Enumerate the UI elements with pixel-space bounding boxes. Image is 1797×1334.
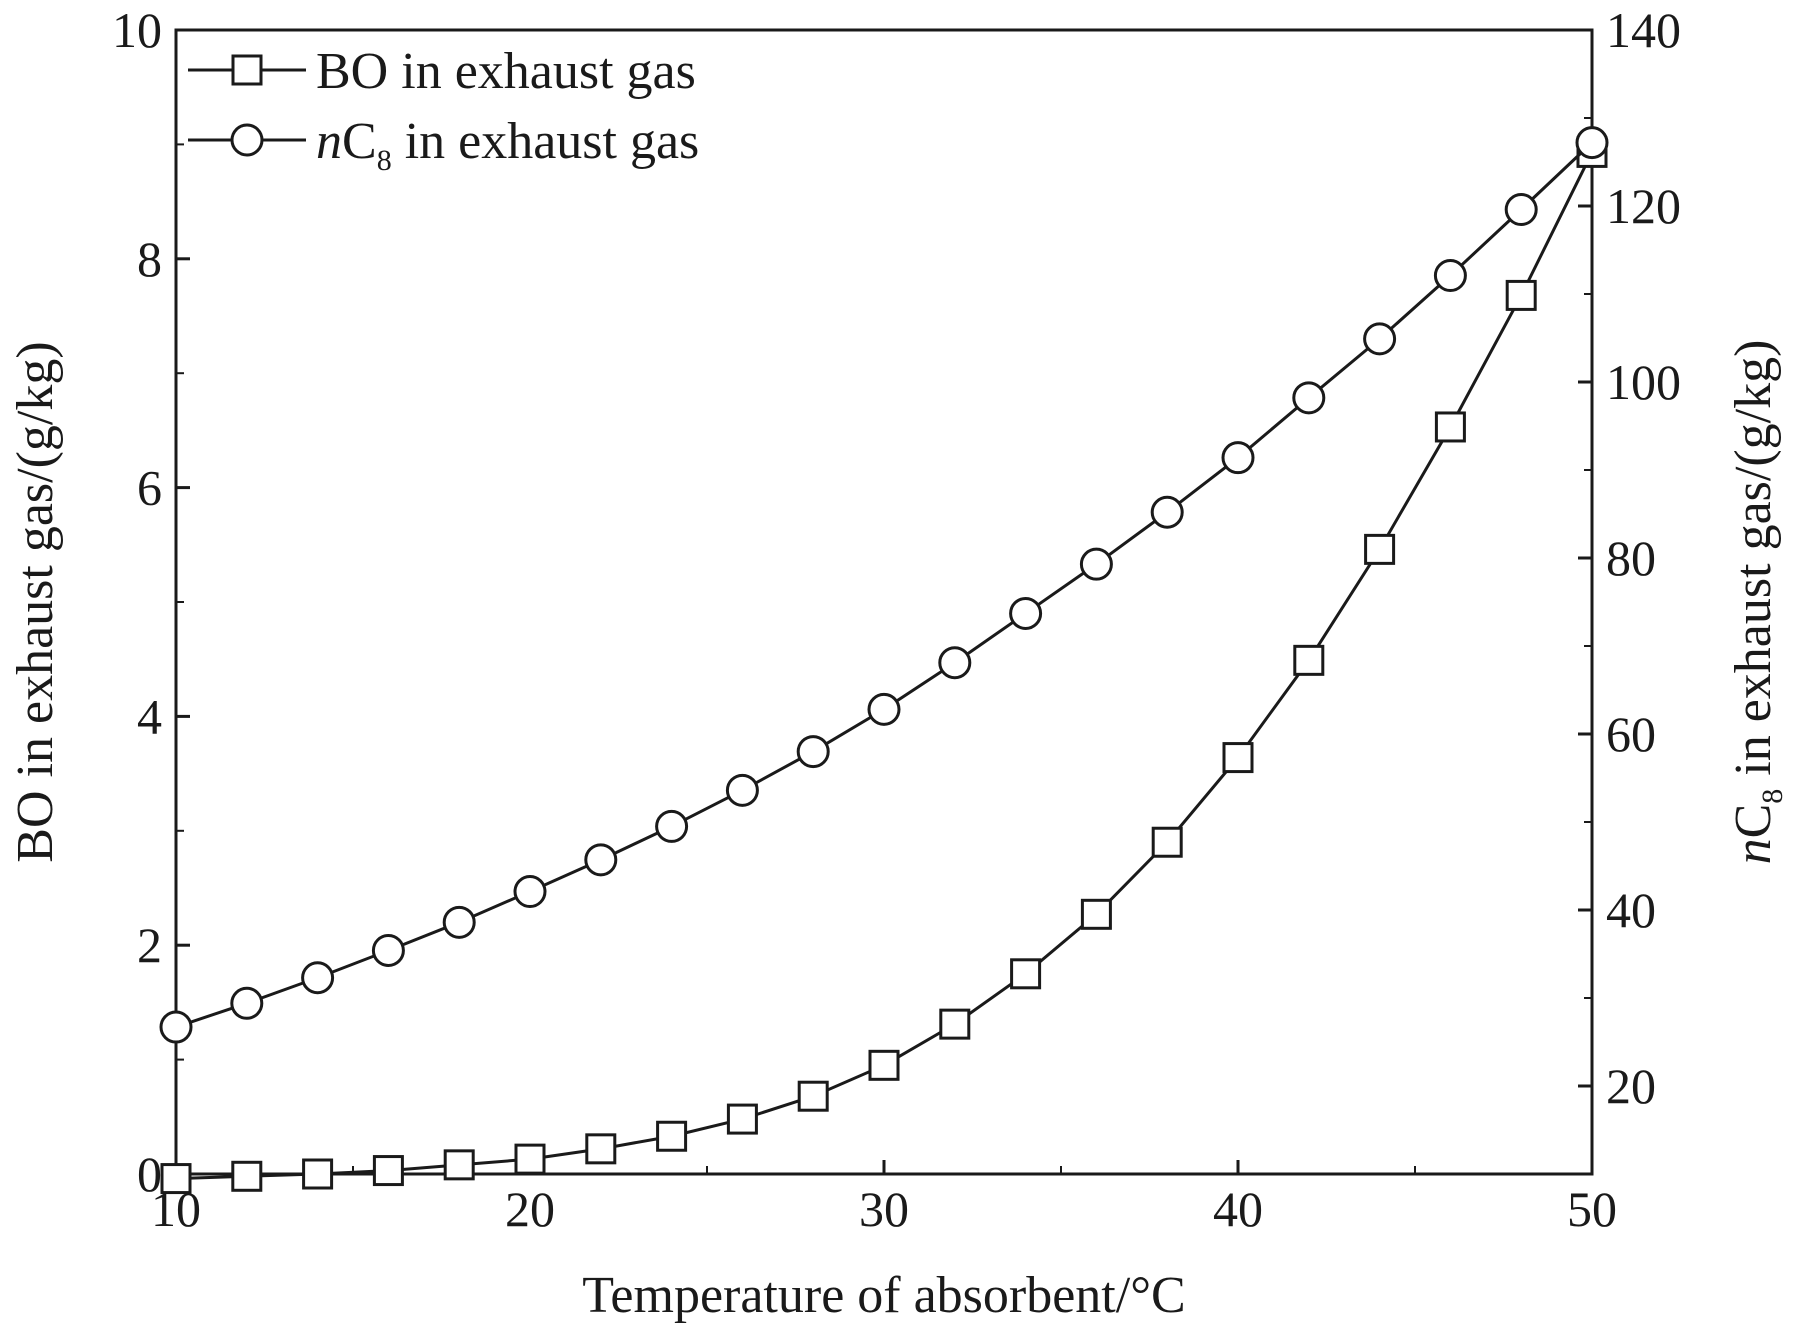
data-point-circle [796, 735, 830, 769]
data-point-circle [938, 646, 972, 680]
x-axis-label: Temperature of absorbent/°C [582, 1267, 1185, 1324]
y-left-tick-label: 4 [137, 688, 162, 744]
data-point-square [585, 1133, 617, 1165]
legend-label-main: BO [316, 43, 388, 100]
data-point-square [797, 1080, 829, 1112]
legend-label-subscript: 8 [377, 144, 392, 177]
x-tick-label: 50 [1567, 1181, 1617, 1237]
y-left-label-rest: in exhaust gas/(g/kg) [7, 341, 64, 790]
data-point-circle [301, 961, 335, 995]
data-point-square [160, 1163, 192, 1195]
data-point-circle [1433, 259, 1467, 293]
data-point-circle [159, 1010, 193, 1044]
y-right-label-italic: n [1725, 838, 1782, 864]
data-point-circle [584, 843, 618, 877]
y-left-label-main: BO [7, 790, 64, 862]
data-point-circle [1363, 322, 1397, 356]
axes: 10 20 30 40 50024681020406080100120140Temper… [7, 2, 1789, 1324]
data-point-square [1151, 826, 1183, 858]
data-point-circle [513, 875, 547, 909]
legend-label-main: C [342, 113, 377, 170]
series-line [175, 141, 1594, 1029]
y-right-tick-label: 140 [1606, 2, 1681, 58]
data-point-circle [867, 692, 901, 726]
data-point-circle [1009, 596, 1043, 630]
data-point-circle [371, 933, 405, 967]
series-bo [160, 136, 1608, 1195]
series-line [175, 151, 1594, 1181]
data-point-circle [1504, 193, 1538, 227]
data-point-square [868, 1049, 900, 1081]
data-point-square [231, 1160, 263, 1192]
y-right-tick-label: 120 [1606, 178, 1681, 234]
data-point-circle [1575, 126, 1609, 160]
y-left-tick-label: 0 [137, 1146, 162, 1202]
data-point-circle [1221, 441, 1255, 475]
data-point-square [1010, 958, 1042, 990]
data-point-square [1293, 644, 1325, 676]
plot-frame [174, 28, 1594, 1176]
y-right-tick-label: 60 [1606, 706, 1656, 762]
y-right-label-subscript: 8 [1756, 789, 1789, 804]
data-point-square [372, 1155, 404, 1187]
y-right-axis-label: nC8 in exhaust gas/(g/kg) [1725, 340, 1789, 865]
y-right-label-rest: in exhaust gas/(g/kg) [1725, 340, 1782, 789]
y-right-tick-label: 100 [1606, 354, 1681, 410]
data-point-square [514, 1143, 546, 1175]
data-point-circle [1079, 547, 1113, 581]
x-tick-label: 40 [1213, 1181, 1263, 1237]
series-nc8 [159, 126, 1609, 1044]
data-point-square [656, 1120, 688, 1152]
x-tick-label: 20 [505, 1181, 555, 1237]
legend-entry: nC8 in exhaust gas [188, 113, 699, 177]
y-left-tick-label: 10 [112, 2, 162, 58]
y-left-tick-label: 2 [137, 917, 162, 973]
data-point-circle [1150, 495, 1184, 529]
data-point-circle [725, 773, 759, 807]
legend-entry: BO in exhaust gas [188, 43, 696, 100]
data-point-circle [1292, 381, 1326, 415]
series-layer [159, 126, 1609, 1195]
y-right-label-main: C [1725, 804, 1782, 839]
y-left-axis-label: BO in exhaust gas/(g/kg) [7, 341, 64, 862]
data-point-square [1222, 742, 1254, 774]
data-point-square [939, 1008, 971, 1040]
x-tick-label: 30 [859, 1181, 909, 1237]
data-point-square [726, 1103, 758, 1135]
data-point-circle [230, 986, 264, 1020]
data-point-square [443, 1149, 475, 1181]
y-right-tick-label: 40 [1606, 882, 1656, 938]
legend-label-italic: n [316, 113, 342, 170]
legend-label: BO in exhaust gas [316, 43, 696, 100]
data-point-square [302, 1158, 334, 1190]
legend-label-rest: in exhaust gas [392, 113, 700, 170]
data-point-square [1080, 898, 1112, 930]
y-right-tick-label: 20 [1606, 1058, 1656, 1114]
data-point-circle [442, 905, 476, 939]
data-point-square [1364, 533, 1396, 565]
y-right-tick-label: 80 [1606, 530, 1656, 586]
y-left-tick-label: 6 [137, 460, 162, 516]
y-left-tick-label: 8 [137, 231, 162, 287]
legend-circle-marker [230, 123, 264, 157]
data-point-square [1505, 279, 1537, 311]
legend-label: nC8 in exhaust gas [316, 113, 699, 177]
legend-label-rest: in exhaust gas [388, 43, 696, 100]
data-point-square [1434, 411, 1466, 443]
legend-square-marker [231, 54, 263, 86]
data-point-circle [655, 809, 689, 843]
